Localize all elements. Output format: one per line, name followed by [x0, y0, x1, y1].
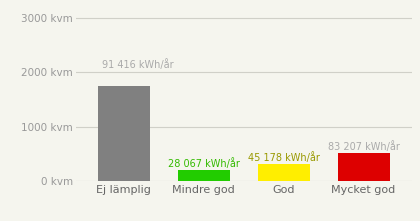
Bar: [338, 153, 390, 181]
Text: 28 067 kWh/år: 28 067 kWh/år: [168, 158, 239, 169]
Text: 83 207 kWh/år: 83 207 kWh/år: [328, 141, 399, 152]
Bar: [257, 164, 310, 181]
Text: 91 416 kWh/år: 91 416 kWh/år: [102, 59, 173, 70]
Text: 45 178 kWh/år: 45 178 kWh/år: [248, 152, 320, 163]
Bar: [178, 170, 230, 181]
Bar: [97, 86, 150, 181]
